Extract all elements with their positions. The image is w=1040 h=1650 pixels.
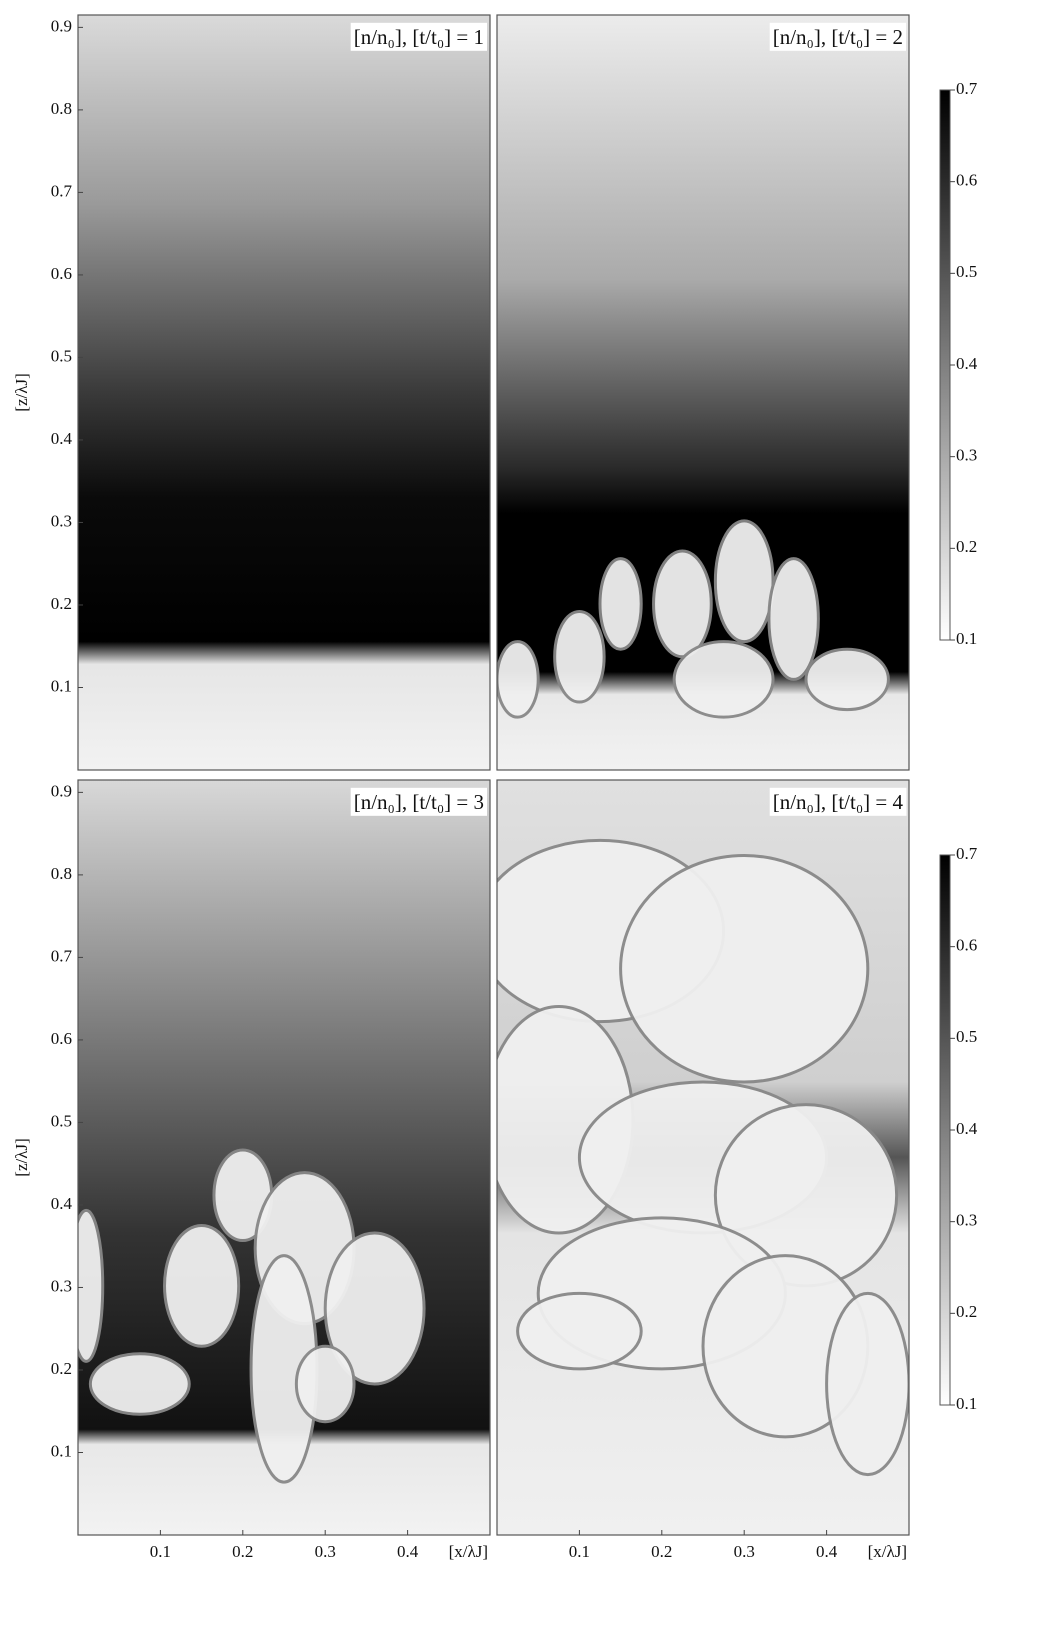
x-tick-label: 0.4 [816, 1542, 838, 1561]
panel: [n/n₀], [t/t₀] = 3 0.1 0.2 0.3 0.4 0.5 0.6 0.7 0… [12, 779, 491, 1561]
colorbar-tick-label: 0.1 [956, 629, 977, 648]
colorbar-tick-label: 0.2 [956, 537, 977, 556]
y-tick-label: 0.7 [51, 181, 73, 200]
colorbar-tick-label: 0.5 [956, 1027, 977, 1046]
plume [163, 1223, 241, 1348]
panel: [n/n₀], [t/t₀] = 1 0.1 0.2 0.3 0.4 0.5 0.6 0.7 0… [12, 14, 491, 771]
colorbar-tick-label: 0.1 [956, 1394, 977, 1413]
y-tick-label: 0.4 [51, 429, 73, 448]
colorbar-tick-label: 0.2 [956, 1302, 977, 1321]
title-box [350, 22, 487, 51]
panel-title: [n/n₀], [t/t₀] = 1 [354, 25, 484, 49]
colorbar-tick-label: 0.7 [956, 844, 978, 863]
plume [323, 1231, 426, 1386]
y-tick-label: 0.2 [51, 1359, 72, 1378]
frame [77, 14, 491, 771]
x-axis-label: [x/λJ] [449, 1542, 488, 1561]
x-tick-label: 0.1 [569, 1542, 590, 1561]
x-tick-label: 0.2 [232, 1542, 253, 1561]
y-axis-label: [z/λJ] [12, 373, 31, 411]
y-tick-label: 0.8 [51, 99, 72, 118]
plume [713, 519, 775, 644]
field [497, 780, 909, 1535]
panel-title: [n/n₀], [t/t₀] = 3 [354, 790, 484, 814]
plume [672, 640, 775, 719]
x-tick-label: 0.2 [651, 1542, 672, 1561]
y-tick-label: 0.5 [51, 346, 72, 365]
plume [553, 609, 606, 704]
y-tick-label: 0.2 [51, 594, 72, 613]
plume [78, 1208, 105, 1363]
y-tick-label: 0.3 [51, 511, 72, 530]
colorbar-tick-label: 0.3 [956, 1211, 977, 1230]
y-axis-label: [z/λJ] [12, 1138, 31, 1176]
colorbar [939, 854, 951, 1406]
y-tick-label: 0.3 [51, 1276, 72, 1295]
y-tick-label: 0.8 [51, 864, 72, 883]
y-tick-label: 0.6 [51, 264, 72, 283]
y-tick-label: 0.7 [51, 946, 73, 965]
title-box [350, 787, 487, 816]
y-tick-label: 0.5 [51, 1111, 72, 1130]
x-tick-label: 0.3 [734, 1542, 755, 1561]
colorbar-tick-label: 0.7 [956, 79, 978, 98]
colorbar [939, 89, 951, 641]
x-tick-label: 0.3 [315, 1542, 336, 1561]
plume [804, 647, 890, 712]
plume [767, 557, 820, 681]
panel: [n/n₀], [t/t₀] = 4 0.1 0.2 0.3 0.4 [x/λJ] 0.1 0… [496, 779, 978, 1561]
panel-title: [n/n₀], [t/t₀] = 4 [773, 790, 904, 814]
title-box [769, 22, 906, 51]
panel: [n/n₀], [t/t₀] = 2 0.1 0.2 0.3 0.4 0.5 0.6 0.7 [496, 14, 978, 771]
plume [598, 557, 643, 651]
frame [496, 14, 910, 771]
colorbar-tick-label: 0.3 [956, 446, 977, 465]
y-tick-label: 0.6 [51, 1029, 72, 1048]
colorbar-tick-label: 0.6 [956, 936, 977, 955]
colorbar-tick-label: 0.4 [956, 354, 978, 373]
plume [619, 854, 870, 1084]
frame [496, 779, 910, 1536]
y-tick-label: 0.1 [51, 676, 72, 695]
frame [77, 779, 491, 1536]
y-tick-label: 0.9 [51, 16, 72, 35]
plume [497, 640, 540, 719]
colorbar-tick-label: 0.4 [956, 1119, 978, 1138]
plume [294, 1344, 356, 1424]
title-box [769, 787, 907, 816]
y-tick-label: 0.9 [51, 781, 72, 800]
plume [652, 549, 713, 659]
plume [825, 1291, 909, 1477]
panel-title: [n/n₀], [t/t₀] = 2 [773, 25, 903, 49]
x-axis-label: [x/λJ] [868, 1542, 907, 1561]
field [78, 15, 490, 770]
x-tick-label: 0.1 [150, 1542, 171, 1561]
x-tick-label: 0.4 [397, 1542, 419, 1561]
plume [516, 1291, 643, 1371]
field-image [78, 15, 490, 770]
y-tick-label: 0.1 [51, 1441, 72, 1460]
colorbar-tick-label: 0.6 [956, 171, 977, 190]
field [78, 780, 490, 1535]
plume [88, 1352, 191, 1416]
field [497, 15, 909, 770]
colorbar-tick-label: 0.5 [956, 262, 977, 281]
y-tick-label: 0.4 [51, 1194, 73, 1213]
